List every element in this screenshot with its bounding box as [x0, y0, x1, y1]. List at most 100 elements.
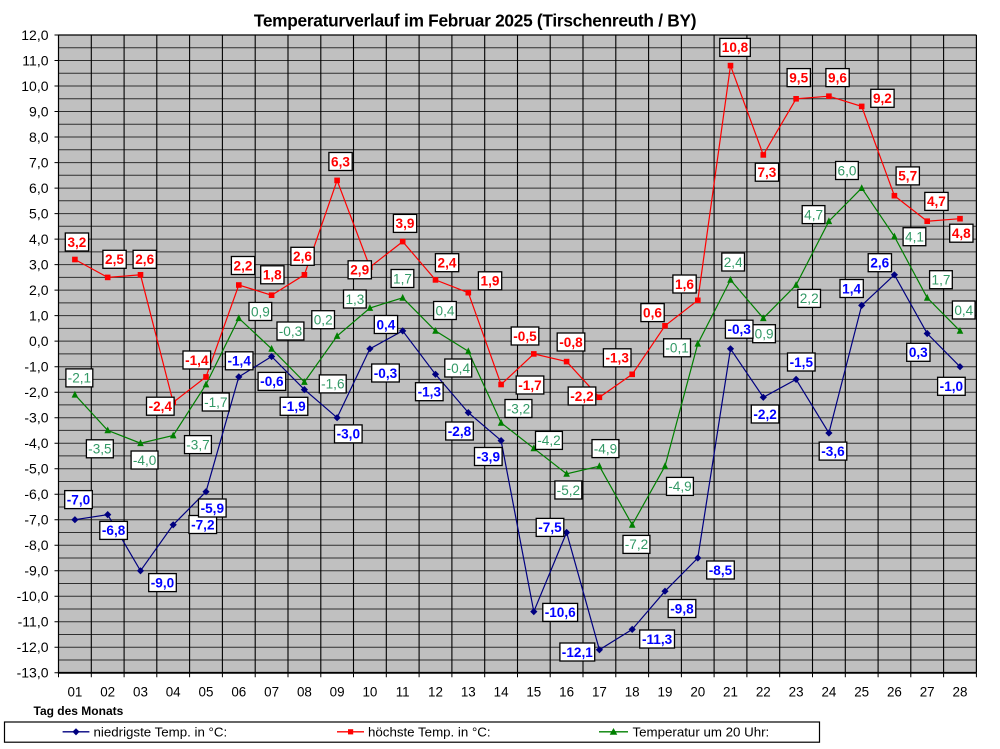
- svg-text:11: 11: [396, 685, 410, 700]
- svg-text:2,4: 2,4: [724, 255, 743, 270]
- svg-text:2,6: 2,6: [870, 256, 889, 271]
- svg-text:-12,0: -12,0: [17, 639, 49, 655]
- svg-text:2,2: 2,2: [234, 258, 253, 273]
- svg-text:-0,8: -0,8: [559, 335, 583, 350]
- svg-text:0,9: 0,9: [251, 304, 270, 319]
- svg-text:-3,7: -3,7: [186, 437, 209, 452]
- svg-text:-0,3: -0,3: [374, 366, 398, 381]
- svg-text:-3,0: -3,0: [24, 410, 48, 426]
- svg-text:13: 13: [461, 685, 476, 700]
- svg-text:2,4: 2,4: [438, 256, 457, 271]
- svg-text:11,0: 11,0: [22, 52, 48, 68]
- svg-text:-3,0: -3,0: [337, 427, 360, 442]
- svg-text:1,0: 1,0: [29, 307, 49, 323]
- svg-text:-2,1: -2,1: [68, 371, 91, 386]
- svg-text:4,1: 4,1: [905, 230, 924, 245]
- svg-text:-7,0: -7,0: [24, 512, 48, 528]
- svg-text:9,6: 9,6: [828, 70, 847, 85]
- svg-text:-1,6: -1,6: [321, 377, 344, 392]
- svg-text:05: 05: [199, 685, 214, 700]
- svg-text:27: 27: [920, 685, 935, 700]
- svg-text:17: 17: [592, 685, 607, 700]
- svg-text:-3,5: -3,5: [88, 442, 111, 457]
- svg-text:-0,5: -0,5: [513, 329, 537, 344]
- svg-text:1,3: 1,3: [345, 292, 364, 307]
- svg-text:-2,0: -2,0: [24, 384, 48, 400]
- svg-text:23: 23: [789, 685, 804, 700]
- svg-text:-7,5: -7,5: [538, 520, 562, 535]
- svg-text:-3,6: -3,6: [821, 444, 845, 459]
- svg-text:-7,2: -7,2: [625, 537, 648, 552]
- svg-text:-9,8: -9,8: [670, 601, 694, 616]
- svg-text:1,7: 1,7: [393, 271, 412, 286]
- svg-text:-4,9: -4,9: [668, 479, 691, 494]
- svg-text:19: 19: [658, 685, 673, 700]
- svg-text:-10,6: -10,6: [545, 605, 576, 620]
- svg-text:-1,0: -1,0: [940, 379, 963, 394]
- svg-text:25: 25: [854, 685, 869, 700]
- svg-text:-7,0: -7,0: [67, 492, 90, 507]
- svg-text:-1,0: -1,0: [24, 359, 48, 375]
- svg-text:-1,4: -1,4: [227, 354, 251, 369]
- svg-text:-13,0: -13,0: [17, 665, 49, 681]
- svg-text:1,4: 1,4: [842, 281, 861, 296]
- svg-text:-1,4: -1,4: [185, 353, 209, 368]
- svg-text:1,9: 1,9: [481, 274, 500, 289]
- svg-text:-4,0: -4,0: [24, 435, 48, 451]
- svg-text:3,2: 3,2: [67, 235, 86, 250]
- svg-text:4,8: 4,8: [952, 226, 971, 241]
- svg-text:4,7: 4,7: [927, 194, 946, 209]
- svg-text:9,0: 9,0: [29, 103, 49, 119]
- svg-text:08: 08: [297, 685, 312, 700]
- svg-text:4,0: 4,0: [29, 231, 49, 247]
- svg-text:10,0: 10,0: [21, 78, 48, 94]
- svg-text:6,0: 6,0: [29, 180, 49, 196]
- svg-text:-4,0: -4,0: [133, 453, 157, 468]
- svg-text:-8,0: -8,0: [24, 537, 48, 553]
- svg-text:5,0: 5,0: [29, 205, 49, 221]
- svg-text:-11,3: -11,3: [642, 632, 673, 647]
- svg-text:16: 16: [559, 685, 574, 700]
- svg-text:-1,3: -1,3: [605, 351, 629, 366]
- svg-text:0,4: 0,4: [376, 317, 395, 332]
- svg-text:12: 12: [428, 685, 443, 700]
- svg-text:-1,9: -1,9: [282, 399, 306, 414]
- svg-text:2,0: 2,0: [29, 282, 49, 298]
- svg-text:0,3: 0,3: [909, 345, 928, 360]
- svg-text:28: 28: [953, 685, 968, 700]
- svg-text:-5,0: -5,0: [24, 461, 48, 477]
- svg-text:-0,3: -0,3: [279, 324, 302, 339]
- svg-text:07: 07: [264, 685, 279, 700]
- svg-text:5,7: 5,7: [898, 169, 917, 184]
- svg-text:3,9: 3,9: [396, 216, 415, 231]
- svg-text:2,5: 2,5: [105, 252, 124, 267]
- svg-text:-1,7: -1,7: [204, 395, 227, 410]
- svg-text:6,3: 6,3: [331, 154, 350, 169]
- svg-text:06: 06: [231, 685, 246, 700]
- svg-text:3,0: 3,0: [29, 256, 49, 272]
- svg-text:14: 14: [494, 685, 509, 700]
- svg-text:09: 09: [330, 685, 345, 700]
- svg-text:-6,0: -6,0: [24, 486, 48, 502]
- svg-text:04: 04: [166, 685, 181, 700]
- svg-text:-1,3: -1,3: [418, 385, 442, 400]
- svg-text:22: 22: [756, 685, 771, 700]
- svg-text:-2,2: -2,2: [753, 407, 777, 422]
- svg-text:03: 03: [133, 685, 148, 700]
- svg-text:7,3: 7,3: [757, 165, 776, 180]
- svg-text:-3,2: -3,2: [507, 401, 530, 416]
- svg-text:9,2: 9,2: [873, 91, 892, 106]
- svg-text:0,4: 0,4: [436, 303, 455, 318]
- svg-text:20: 20: [690, 685, 705, 700]
- svg-text:1,7: 1,7: [932, 273, 951, 288]
- svg-text:-6,8: -6,8: [102, 523, 126, 538]
- svg-text:1,6: 1,6: [675, 277, 694, 292]
- svg-text:-9,0: -9,0: [151, 575, 174, 590]
- svg-text:-12,1: -12,1: [562, 645, 593, 660]
- svg-text:21: 21: [723, 685, 738, 700]
- svg-text:0,2: 0,2: [314, 313, 333, 328]
- svg-text:0,0: 0,0: [29, 333, 49, 349]
- svg-text:-5,2: -5,2: [557, 483, 580, 498]
- svg-text:Temperatur um 20 Uhr:: Temperatur um 20 Uhr:: [633, 724, 770, 739]
- svg-text:-2,2: -2,2: [570, 389, 594, 404]
